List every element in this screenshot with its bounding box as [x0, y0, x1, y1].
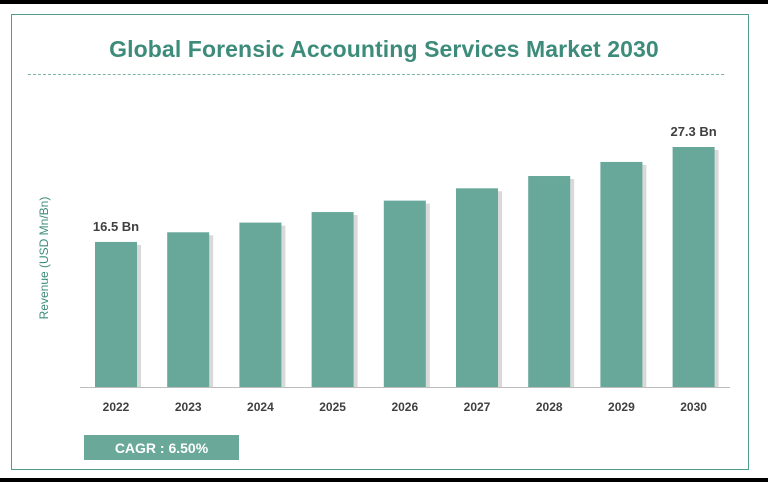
- x-tick-label: 2023: [175, 400, 202, 414]
- x-tick-label: 2024: [247, 400, 274, 414]
- data-label: 27.3 Bn: [670, 124, 716, 139]
- bar-2027: [456, 188, 498, 387]
- x-tick-label: 2028: [536, 400, 563, 414]
- chart-border: [11, 14, 749, 470]
- bar-2028: [528, 176, 571, 387]
- x-tick-label: 2026: [391, 400, 418, 414]
- data-label: 16.5 Bn: [93, 219, 139, 234]
- bar-2022: [95, 241, 137, 387]
- bar-2029: [600, 161, 643, 387]
- bar-2025: [311, 212, 354, 387]
- bar-2026: [383, 200, 426, 387]
- title-divider: [28, 74, 724, 75]
- x-tick-label: 2029: [608, 400, 635, 414]
- x-tick-label: 2030: [680, 400, 707, 414]
- x-tick-label: 2025: [319, 400, 346, 414]
- x-tick-label: 2022: [103, 400, 130, 414]
- chart-title: Global Forensic Accounting Services Mark…: [109, 36, 659, 62]
- cagr-badge: CAGR : 6.50%: [84, 435, 239, 460]
- x-tick-label: 2027: [464, 400, 491, 414]
- bar-2023: [167, 232, 210, 387]
- bar-2030: [672, 147, 715, 387]
- bar-2024: [239, 222, 282, 387]
